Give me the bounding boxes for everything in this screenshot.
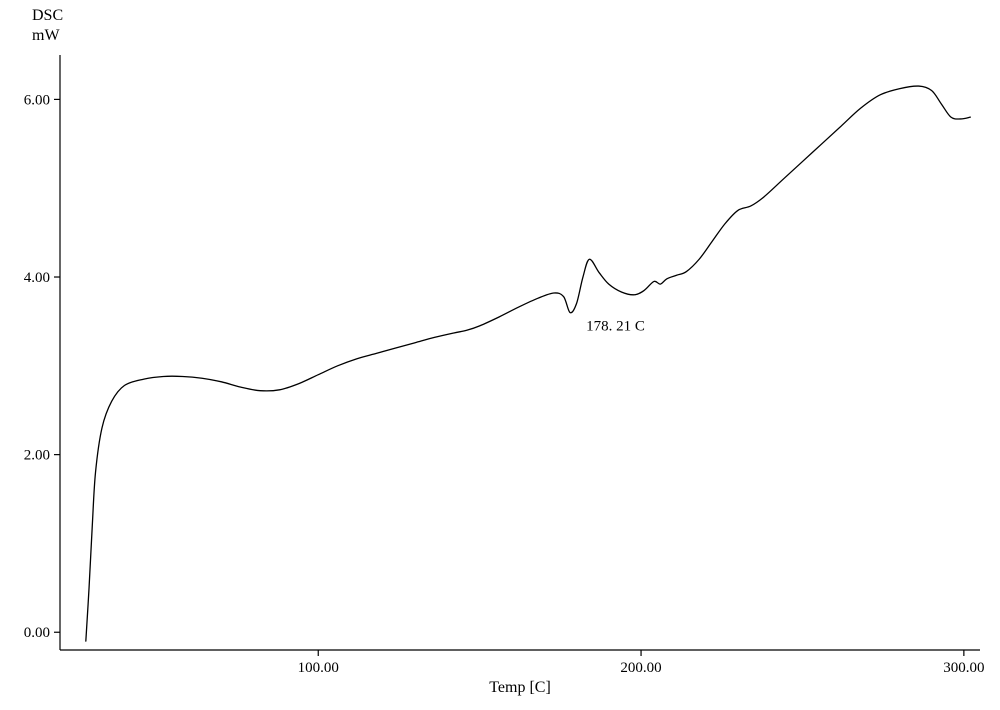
- dsc-chart: 0.00 2.00 4.00 6.00 100.00 200.00 300.00 DSC mW T…: [0, 0, 1000, 710]
- y-tick-label: 6.00: [24, 92, 50, 108]
- x-tick-label: 300.00: [943, 660, 984, 676]
- peak-annotation: 178. 21 C: [586, 318, 645, 334]
- y-axis-title-line1: DSC: [32, 7, 63, 24]
- x-tick-label: 100.00: [298, 660, 339, 676]
- chart-svg: 0.00 2.00 4.00 6.00 100.00 200.00 300.00 DSC mW T…: [0, 0, 1000, 710]
- x-tick-label: 200.00: [620, 660, 661, 676]
- y-tick-label: 2.00: [24, 448, 50, 464]
- y-tick-label: 0.00: [24, 625, 50, 641]
- y-axis-title-line2: mW: [32, 27, 60, 44]
- y-tick-label: 4.00: [24, 270, 50, 286]
- x-axis-title: Temp [C]: [489, 679, 551, 696]
